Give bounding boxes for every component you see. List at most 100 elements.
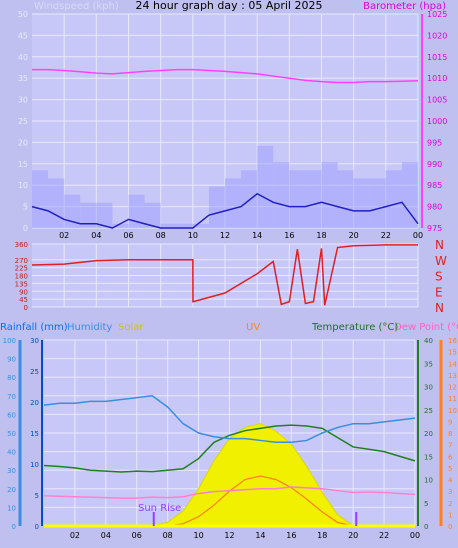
uv-tick-label: 5 (448, 465, 452, 473)
compass-label: N (435, 238, 444, 252)
page-title: 24 hour graph day : 05 April 2025 (136, 0, 323, 12)
temp-tick-label: 0 (424, 523, 428, 531)
windspeed-tick-label: 15 (18, 160, 28, 169)
gust-bar (128, 194, 145, 228)
compass-label: N (435, 301, 444, 315)
barometer-tick-label: 975 (427, 224, 442, 233)
temperature-line (43, 424, 416, 473)
windspeed-tick-label: 10 (18, 181, 28, 190)
temp-tick-label: 20 (424, 430, 433, 438)
x-tick-label: 20 (348, 531, 358, 540)
uv-tick-label: 13 (448, 372, 457, 380)
humidity-line (43, 395, 416, 444)
dewpoint-line (43, 486, 416, 499)
rain-tick-label: 20 (30, 399, 39, 407)
humidity-tick-label: 60 (7, 411, 16, 419)
x-tick-label: 12 (220, 231, 230, 240)
direction-tick-label: 90 (19, 288, 28, 296)
uv-tick-label: 12 (448, 384, 457, 392)
barometer-tick-label: 1015 (427, 53, 447, 62)
uv-tick-label: 8 (448, 430, 452, 438)
humidity-tick-label: 30 (7, 467, 16, 475)
gust-bar (337, 170, 354, 228)
uv-tick-label: 0 (448, 523, 452, 531)
barometer-line (32, 68, 419, 84)
gust-bar (353, 178, 370, 228)
gust-bar (160, 223, 177, 228)
rain-tick-label: 0 (35, 523, 39, 531)
rain-tick-label: 5 (35, 492, 39, 500)
windspeed-tick-label: 45 (18, 31, 28, 40)
uv-tick-label: 6 (448, 453, 453, 461)
barometer-tick-label: 1020 (427, 31, 447, 40)
direction-tick-label: 135 (15, 280, 28, 288)
windspeed-label: Windspeed (kph) (34, 1, 119, 12)
barometer-tick-label: 995 (427, 138, 442, 147)
temperature-label: Temperature (°C) (311, 322, 398, 333)
uv-tick-label: 15 (448, 349, 457, 357)
temp-tick-label: 30 (424, 384, 433, 392)
sunrise-label: Sun Rise (138, 503, 181, 514)
x-tick-label: 14 (252, 231, 262, 240)
compass-label: E (435, 285, 443, 299)
humidity-tick-label: 100 (3, 337, 16, 345)
x-tick-label: 04 (91, 231, 101, 240)
compass-label: S (435, 270, 443, 284)
x-tick-label: 02 (59, 231, 69, 240)
uv-tick-label: 11 (448, 395, 457, 403)
gust-bar (401, 162, 418, 228)
uv-tick-label: 9 (448, 418, 452, 426)
uv-tick-label: 14 (448, 360, 457, 368)
rain-tick-label: 10 (30, 461, 39, 469)
x-tick-label: 10 (193, 531, 203, 540)
x-tick-label: 08 (156, 231, 166, 240)
x-tick-label: 08 (163, 531, 173, 540)
x-tick-label: 14 (255, 531, 265, 540)
barometer-tick-label: 985 (427, 181, 442, 190)
direction-tick-label: 360 (15, 241, 28, 249)
gust-bar (176, 223, 193, 228)
temp-tick-label: 15 (424, 453, 433, 461)
windspeed-tick-label: 40 (18, 53, 28, 62)
barometer-tick-label: 980 (427, 203, 442, 212)
windspeed-series (31, 68, 419, 229)
x-tick-label: 06 (123, 231, 133, 240)
x-tick-label: 04 (101, 531, 111, 540)
dewpoint-label: Dew Point (°C) (394, 322, 458, 333)
gust-bar (225, 178, 242, 228)
gust-bar (257, 145, 274, 228)
x-tick-label: 22 (381, 231, 391, 240)
gust-bar (241, 170, 258, 228)
uv-tick-label: 10 (448, 407, 457, 415)
windspeed-axes: 0510152025303540455097598098599099510001… (18, 10, 448, 240)
temp-tick-label: 40 (424, 337, 433, 345)
rainfall-label: Rainfall (mm) (0, 322, 68, 333)
direction-line (31, 244, 418, 306)
humidity-tick-label: 70 (7, 393, 16, 401)
compass-label: W (435, 254, 447, 268)
direction-tick-label: 0 (24, 304, 28, 312)
humidity-tick-label: 50 (7, 430, 16, 438)
windspeed-line (31, 192, 419, 229)
rain-tick-label: 25 (30, 368, 39, 376)
gust-bar (305, 170, 322, 228)
x-tick-label: 12 (224, 531, 234, 540)
x-tick-label: 16 (286, 531, 296, 540)
x-tick-label: 00 (410, 531, 420, 540)
humidity-tick-label: 10 (7, 504, 16, 512)
uv-tick-label: 16 (448, 337, 457, 345)
windspeed-tick-label: 0 (23, 224, 28, 233)
uv-label: UV (246, 322, 260, 333)
gust-bar (321, 162, 338, 228)
humidity-tick-label: 0 (12, 523, 16, 531)
gust-bar (192, 223, 209, 228)
uv-tick-label: 3 (448, 488, 452, 496)
humidity-tick-label: 20 (7, 486, 16, 494)
temp-tick-label: 25 (424, 407, 433, 415)
uv-tick-label: 7 (448, 442, 452, 450)
solar-label: Solar (118, 322, 144, 333)
temp-tick-label: 35 (424, 360, 433, 368)
barometer-tick-label: 1000 (427, 117, 447, 126)
direction-tick-label: 180 (15, 273, 28, 281)
